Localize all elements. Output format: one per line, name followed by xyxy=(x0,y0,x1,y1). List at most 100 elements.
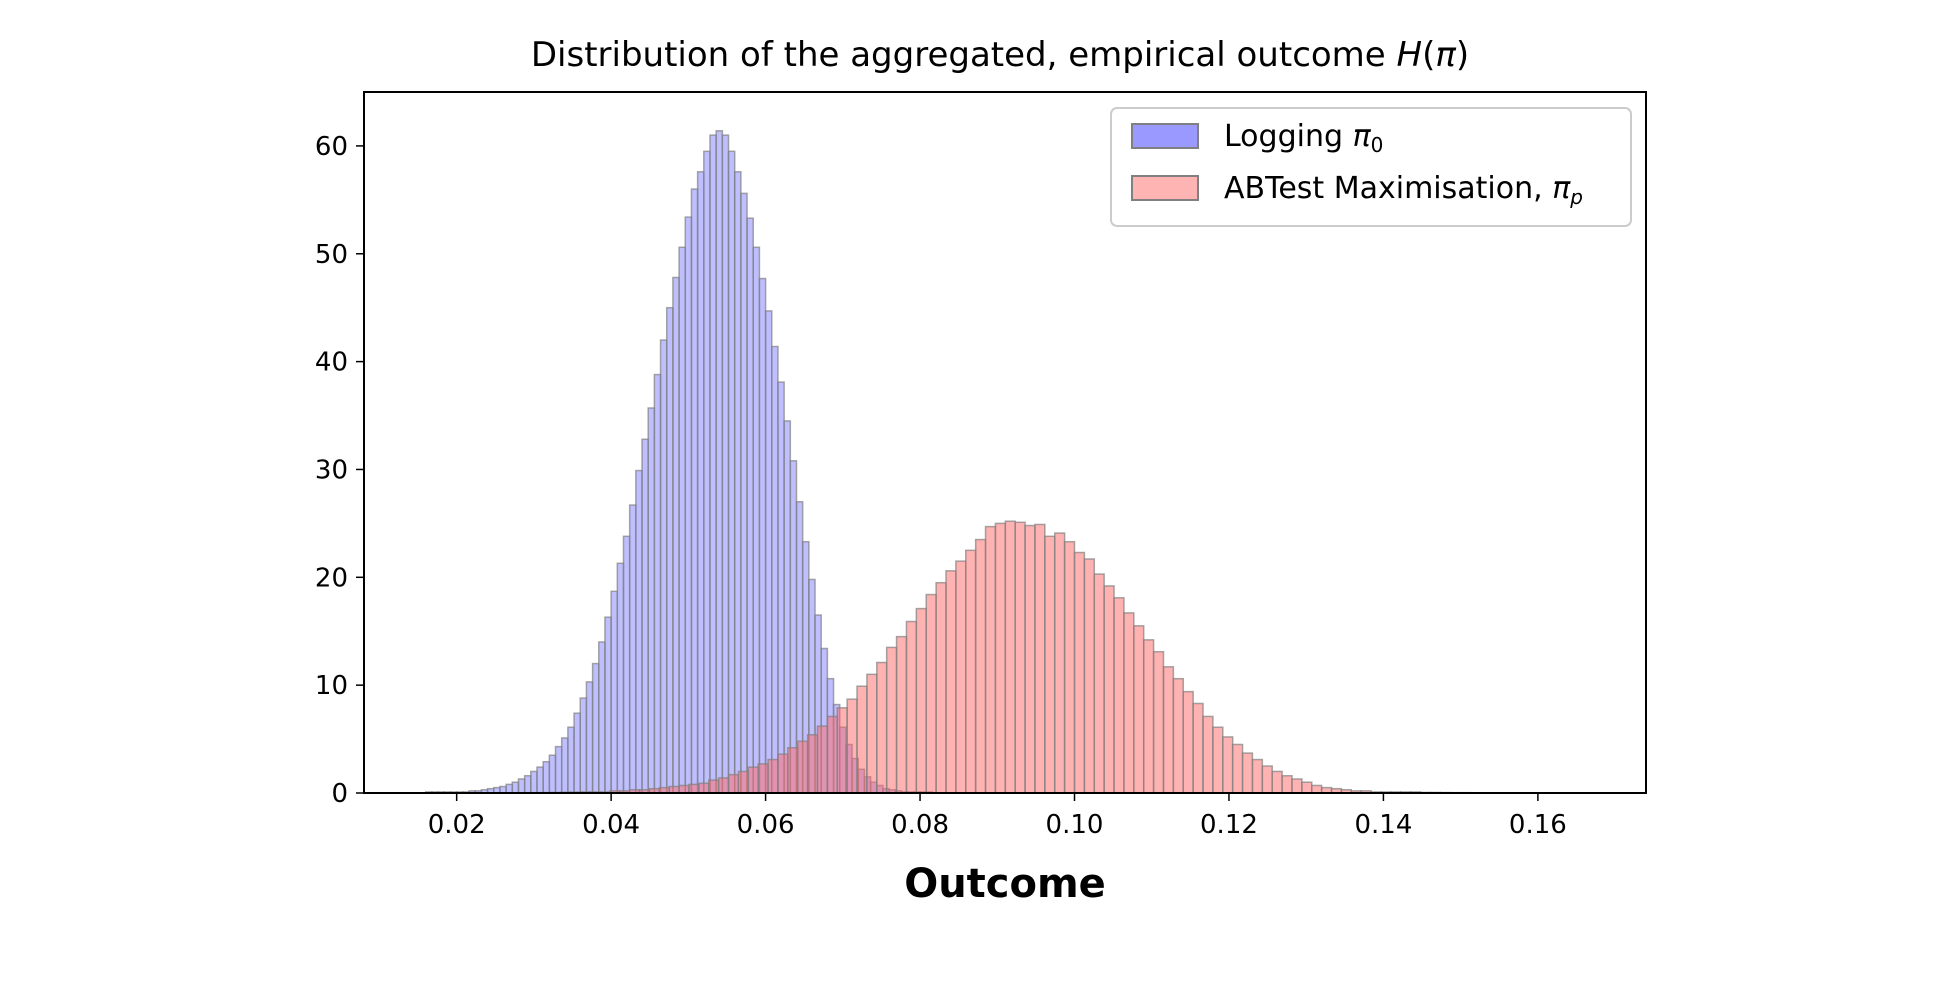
histogram-bar xyxy=(610,590,619,794)
histogram-bar xyxy=(585,681,594,794)
chart-title-open: ( xyxy=(1422,35,1435,75)
histogram-bar xyxy=(777,381,785,794)
histogram-bar xyxy=(517,778,526,794)
histogram-bar xyxy=(717,777,730,794)
legend-label-logging-sub: 0 xyxy=(1371,133,1384,157)
histogram-bar xyxy=(1271,770,1283,794)
plot-frame xyxy=(363,91,1647,794)
histogram-bar xyxy=(1212,726,1224,794)
histogram-bar xyxy=(856,685,868,794)
histogram-bar xyxy=(548,754,557,794)
legend-swatch-abtest xyxy=(1131,175,1199,201)
x-tick-label: 0.02 xyxy=(428,810,486,840)
y-axis: 0 10 20 30 40 50 60 xyxy=(315,132,364,809)
histogram-bar xyxy=(905,620,918,794)
histogram-bar xyxy=(1063,540,1076,794)
histogram-bar xyxy=(1053,532,1066,794)
histogram-bar xyxy=(1311,784,1323,794)
histogram-bar xyxy=(653,373,662,794)
histogram-bar xyxy=(1291,778,1303,794)
histogram-bar xyxy=(806,734,819,794)
histogram-bar xyxy=(826,715,839,794)
legend-label-abtest-symbol: π xyxy=(1552,171,1571,206)
histogram-bar xyxy=(1251,758,1264,794)
histogram-bar xyxy=(796,740,809,794)
histogram-bar xyxy=(707,779,720,794)
x-tick-label: 0.04 xyxy=(582,810,640,840)
histogram-bar xyxy=(530,770,538,794)
y-tick-label: 0 xyxy=(331,779,348,809)
histogram-bar xyxy=(690,188,699,794)
histogram-bar xyxy=(665,306,674,794)
y-tick-label: 30 xyxy=(315,455,348,485)
histogram-bar xyxy=(1034,523,1046,794)
histogram-bar xyxy=(974,538,987,794)
histogram-bar xyxy=(1004,520,1016,794)
series-0 xyxy=(425,130,934,794)
histogram-bar xyxy=(866,673,878,794)
histogram-bar xyxy=(915,607,927,794)
histogram-bar xyxy=(505,783,514,794)
histogram-bar xyxy=(740,192,748,794)
x-tick-label: 0.06 xyxy=(737,810,795,840)
histogram-bar xyxy=(965,549,977,794)
x-tick-label: 0.08 xyxy=(891,810,949,840)
histogram-bar xyxy=(1133,625,1145,794)
histogram-bar xyxy=(1044,535,1056,794)
histogram-bar xyxy=(1103,585,1115,794)
histogram-bar xyxy=(727,150,736,794)
histogram-bar xyxy=(1152,650,1165,794)
histogram-bar xyxy=(678,246,687,794)
histogram-bar xyxy=(846,698,858,794)
histogram-bar xyxy=(1182,690,1194,794)
histogram-bar xyxy=(1113,597,1125,794)
histogram-bar xyxy=(511,781,520,794)
histogram-bar xyxy=(767,758,779,794)
histogram-bar xyxy=(1281,774,1293,794)
histogram-bar xyxy=(579,697,588,794)
x-tick-label: 0.16 xyxy=(1509,810,1567,840)
histogram-bar xyxy=(777,753,789,794)
histogram-bar xyxy=(787,746,799,794)
histogram-bar xyxy=(542,760,551,794)
histogram-bar xyxy=(598,641,606,794)
histogram-bar xyxy=(616,562,625,794)
legend-label-abtest-text: ABTest Maximisation, xyxy=(1224,171,1552,206)
histogram-bar xyxy=(1241,752,1254,794)
x-tick-label: 0.14 xyxy=(1354,810,1412,840)
y-tick-label: 60 xyxy=(315,132,348,162)
histogram-bar xyxy=(747,766,759,794)
histogram-bar xyxy=(622,535,631,794)
histogram-bar xyxy=(709,134,717,794)
y-tick-label: 10 xyxy=(315,671,348,701)
histogram-bar xyxy=(752,246,761,794)
x-tick-label: 0.12 xyxy=(1200,810,1258,840)
histogram-bar xyxy=(764,310,773,794)
histogram-bar xyxy=(1073,551,1086,794)
histogram-bar xyxy=(925,593,937,794)
histogram-bar xyxy=(536,766,544,794)
chart-title: Distribution of the aggregated, empirica… xyxy=(531,35,1469,75)
histogram-bar xyxy=(659,339,668,794)
histogram-bar xyxy=(758,277,767,794)
histogram-bar xyxy=(721,134,730,794)
histogram-bar xyxy=(955,560,967,794)
histogram-bar xyxy=(935,581,947,794)
histogram-bar xyxy=(1024,524,1036,794)
histogram-bar xyxy=(1172,677,1184,794)
x-axis-label: Outcome xyxy=(904,861,1106,907)
legend-label-logging-symbol: π xyxy=(1353,119,1372,154)
histogram-bar xyxy=(1192,702,1204,794)
histogram-bar xyxy=(1301,781,1313,794)
histogram-bar xyxy=(678,784,690,794)
histogram-bar xyxy=(703,150,711,794)
histogram-bar xyxy=(567,726,575,794)
chart-title-main: Distribution of the aggregated, empirica… xyxy=(531,35,1397,75)
histogram-bar xyxy=(684,216,693,794)
histogram-bar xyxy=(895,635,908,794)
histogram-bar xyxy=(885,646,898,794)
histogram-bar xyxy=(715,130,724,794)
x-tick-label: 0.10 xyxy=(1046,810,1104,840)
histogram-bar xyxy=(591,662,600,794)
histogram-bar xyxy=(688,783,700,794)
